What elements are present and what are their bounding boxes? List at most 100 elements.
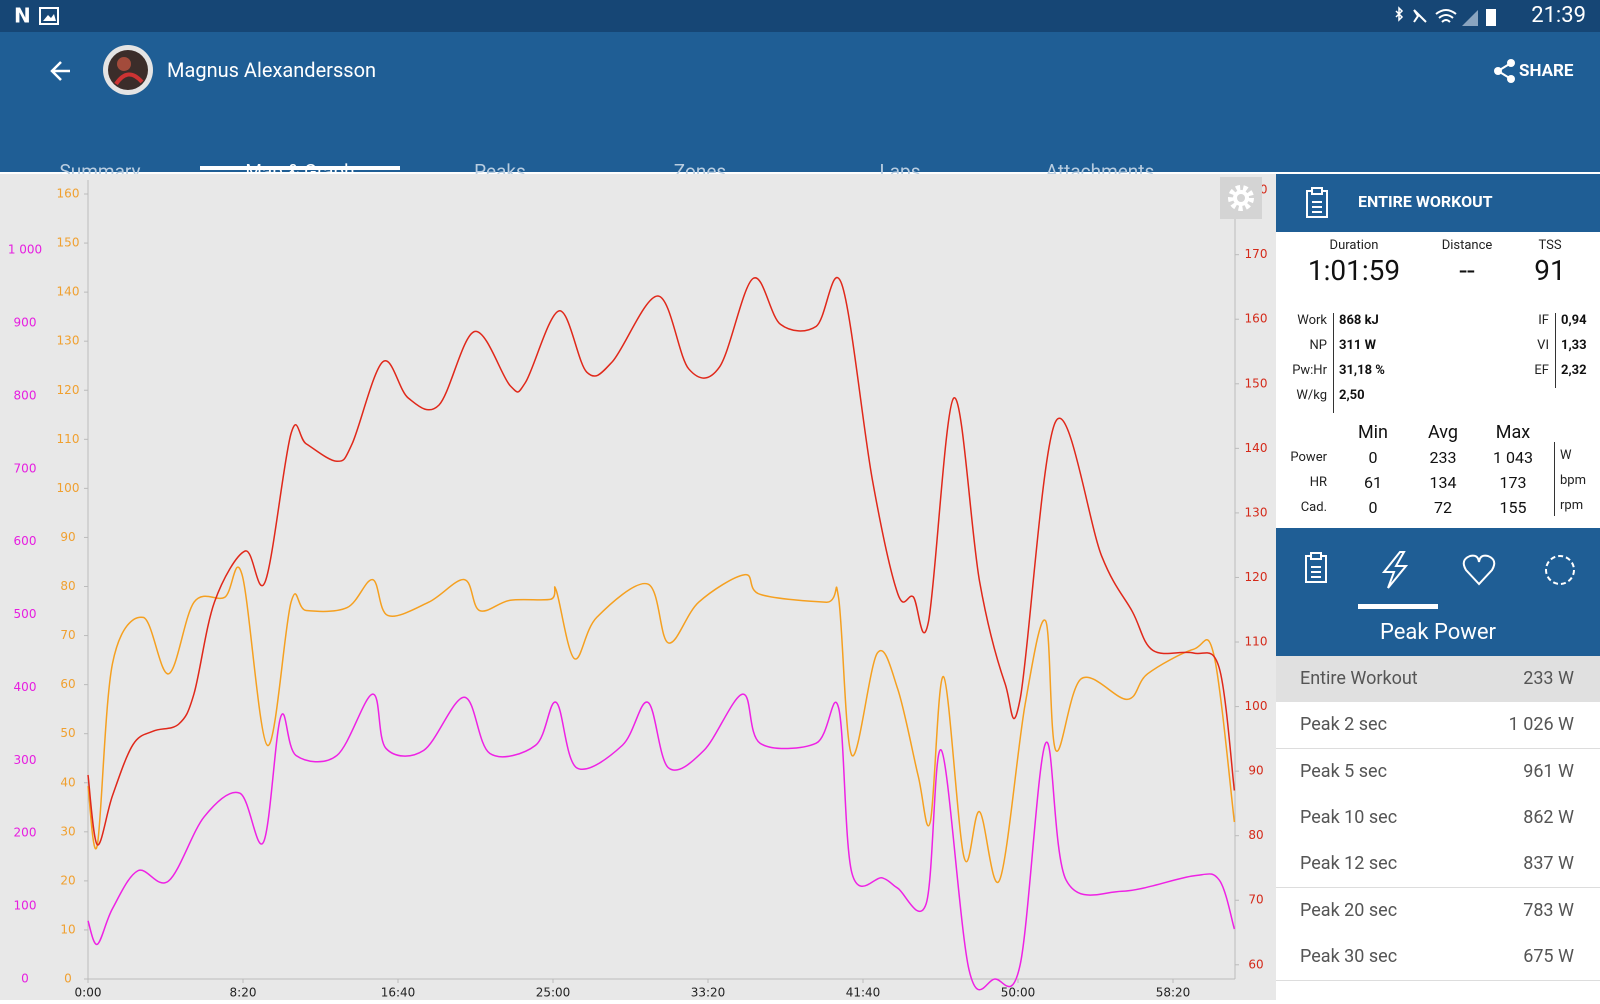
y-tick-label: 100 — [57, 481, 80, 495]
stat-value: 91 — [1534, 254, 1566, 287]
x-tick-label: 50:00 — [1001, 986, 1036, 1000]
data-line — [87, 276, 1236, 846]
y2-tick-label: 160 — [1245, 312, 1268, 326]
peak-row[interactable]: Peak 2 sec 1 026 W — [1276, 702, 1600, 750]
metric-label: EF — [1534, 363, 1549, 378]
y2-tick-label: 140 — [1245, 441, 1268, 455]
y3-tick-label: 600 — [14, 534, 37, 548]
y-tick-label: 30 — [60, 824, 75, 838]
y2-tick-label: 60 — [1248, 957, 1263, 971]
y3-tick-label: 700 — [14, 461, 37, 475]
system-icons — [1395, 6, 1496, 26]
y3-tick-label: 1 000 — [8, 243, 42, 257]
metric-label: IF — [1538, 313, 1549, 328]
avatar[interactable] — [102, 44, 154, 96]
side-panel: ENTIRE WORKOUT Duration 1:01:59 Distance --… — [1276, 174, 1600, 1000]
y-tick-label: 110 — [57, 432, 80, 446]
tab-indicator — [200, 166, 400, 170]
share-button[interactable]: SHARE — [1519, 61, 1574, 81]
row-value: 134 — [1429, 473, 1457, 492]
status-bar: N 21:39 — [0, 0, 1600, 32]
x-tick-label: 58:20 — [1156, 986, 1191, 1000]
y-tick-label: 70 — [60, 628, 75, 642]
chart-panel: 0 100 200 300 400 500 600 700 800 900 1 000 0 10 20 30… — [0, 174, 1276, 1000]
peak-label: Peak 20 sec — [1300, 899, 1398, 921]
peak-value: 783 W — [1523, 899, 1574, 921]
y2-tick-label: 110 — [1245, 635, 1268, 649]
y-tick-label: 130 — [57, 334, 80, 348]
summary-title: ENTIRE WORKOUT — [1358, 192, 1493, 211]
y3-tick-label: 400 — [14, 680, 37, 694]
row-value: 173 — [1499, 473, 1527, 492]
row-value: 61 — [1364, 473, 1382, 492]
peak-label: Peak 5 sec — [1300, 760, 1388, 782]
y-tick-label: 0 — [64, 972, 72, 986]
row-value: 0 — [1368, 498, 1378, 517]
icon-bar — [1276, 528, 1600, 610]
share-icon[interactable] — [1492, 58, 1518, 84]
peak-value: 961 W — [1523, 760, 1574, 782]
peak-row[interactable]: Peak 20 sec 783 W — [1276, 887, 1600, 935]
row-label: HR — [1309, 475, 1327, 490]
metric-value: 311 W — [1339, 338, 1376, 353]
chart: 0 100 200 300 400 500 600 700 800 900 1 000 0 10 20 30… — [8, 180, 1268, 1000]
metric-value: 2,50 — [1339, 388, 1365, 403]
row-value: 72 — [1434, 498, 1452, 517]
y-tick-label: 40 — [60, 775, 75, 789]
y-tick-label: 140 — [57, 285, 80, 299]
row-label: Power — [1290, 450, 1327, 465]
y2-tick-label: 170 — [1245, 247, 1268, 261]
row-unit: rpm — [1560, 498, 1584, 513]
row-value: 233 — [1429, 448, 1457, 467]
y3-tick-label: 800 — [14, 388, 37, 402]
clock: 21:39 — [1531, 3, 1586, 28]
row-unit: W — [1560, 448, 1572, 463]
peak-row[interactable]: Peak 30 sec 675 W — [1276, 933, 1600, 981]
y-tick-label: 90 — [60, 530, 75, 544]
peak-label: Peak 12 sec — [1300, 853, 1398, 875]
n-icon: N — [14, 5, 31, 27]
x-tick-label: 0:00 — [75, 986, 102, 1000]
y2-tick-label: 100 — [1245, 699, 1268, 713]
peak-label: Entire Workout — [1300, 668, 1418, 689]
settings-button[interactable] — [1220, 177, 1262, 219]
y2-tick-label: 130 — [1245, 505, 1268, 519]
x-tick-label: 25:00 — [536, 986, 571, 1000]
peak-row[interactable]: Entire Workout 233 W — [1276, 656, 1600, 703]
x-tick-label: 41:40 — [846, 986, 881, 1000]
peak-value: 233 W — [1523, 668, 1574, 689]
app-bar: Magnus Alexandersson SHARE Summary Map & … — [0, 32, 1600, 183]
icon-tabs[interactable] — [1276, 528, 1600, 610]
row-value: 1 043 — [1493, 448, 1533, 467]
metric-label: NP — [1309, 338, 1327, 353]
y2-tick-label: 120 — [1245, 570, 1268, 584]
divider — [1554, 442, 1555, 516]
y-tick-label: 150 — [57, 236, 80, 250]
metric-value: 1,33 — [1561, 338, 1587, 353]
y-tick-label: 60 — [60, 677, 75, 691]
peak-row[interactable]: Peak 12 sec 837 W — [1276, 841, 1600, 889]
peak-row[interactable]: Peak 10 sec 862 W — [1276, 794, 1600, 842]
y3-tick-label: 300 — [14, 753, 37, 767]
metric-label: Work — [1297, 313, 1327, 328]
y-tick-label: 50 — [60, 726, 75, 740]
y2-tick-label: 70 — [1248, 893, 1263, 907]
peak-label: Peak 2 sec — [1300, 714, 1388, 736]
peak-value: 675 W — [1523, 945, 1574, 967]
y2-tick-label: 150 — [1245, 376, 1268, 390]
y2-tick-label: 80 — [1248, 828, 1263, 842]
y3-tick-label: 100 — [14, 899, 37, 913]
y-tick-label: 120 — [57, 383, 80, 397]
peaks-title: Peak Power — [1380, 620, 1496, 645]
stat-label: Duration — [1329, 238, 1379, 253]
row-value: 155 — [1499, 498, 1527, 517]
peak-row[interactable]: Peak 5 sec 961 W — [1276, 748, 1600, 796]
x-tick-label: 16:40 — [381, 986, 416, 1000]
y3-tick-label: 900 — [14, 316, 37, 330]
column-header: Max — [1495, 422, 1531, 443]
peak-value: 1 026 W — [1508, 714, 1574, 736]
column-header: Min — [1357, 422, 1389, 443]
y-tick-label: 80 — [60, 579, 75, 593]
back-button[interactable] — [48, 58, 74, 84]
